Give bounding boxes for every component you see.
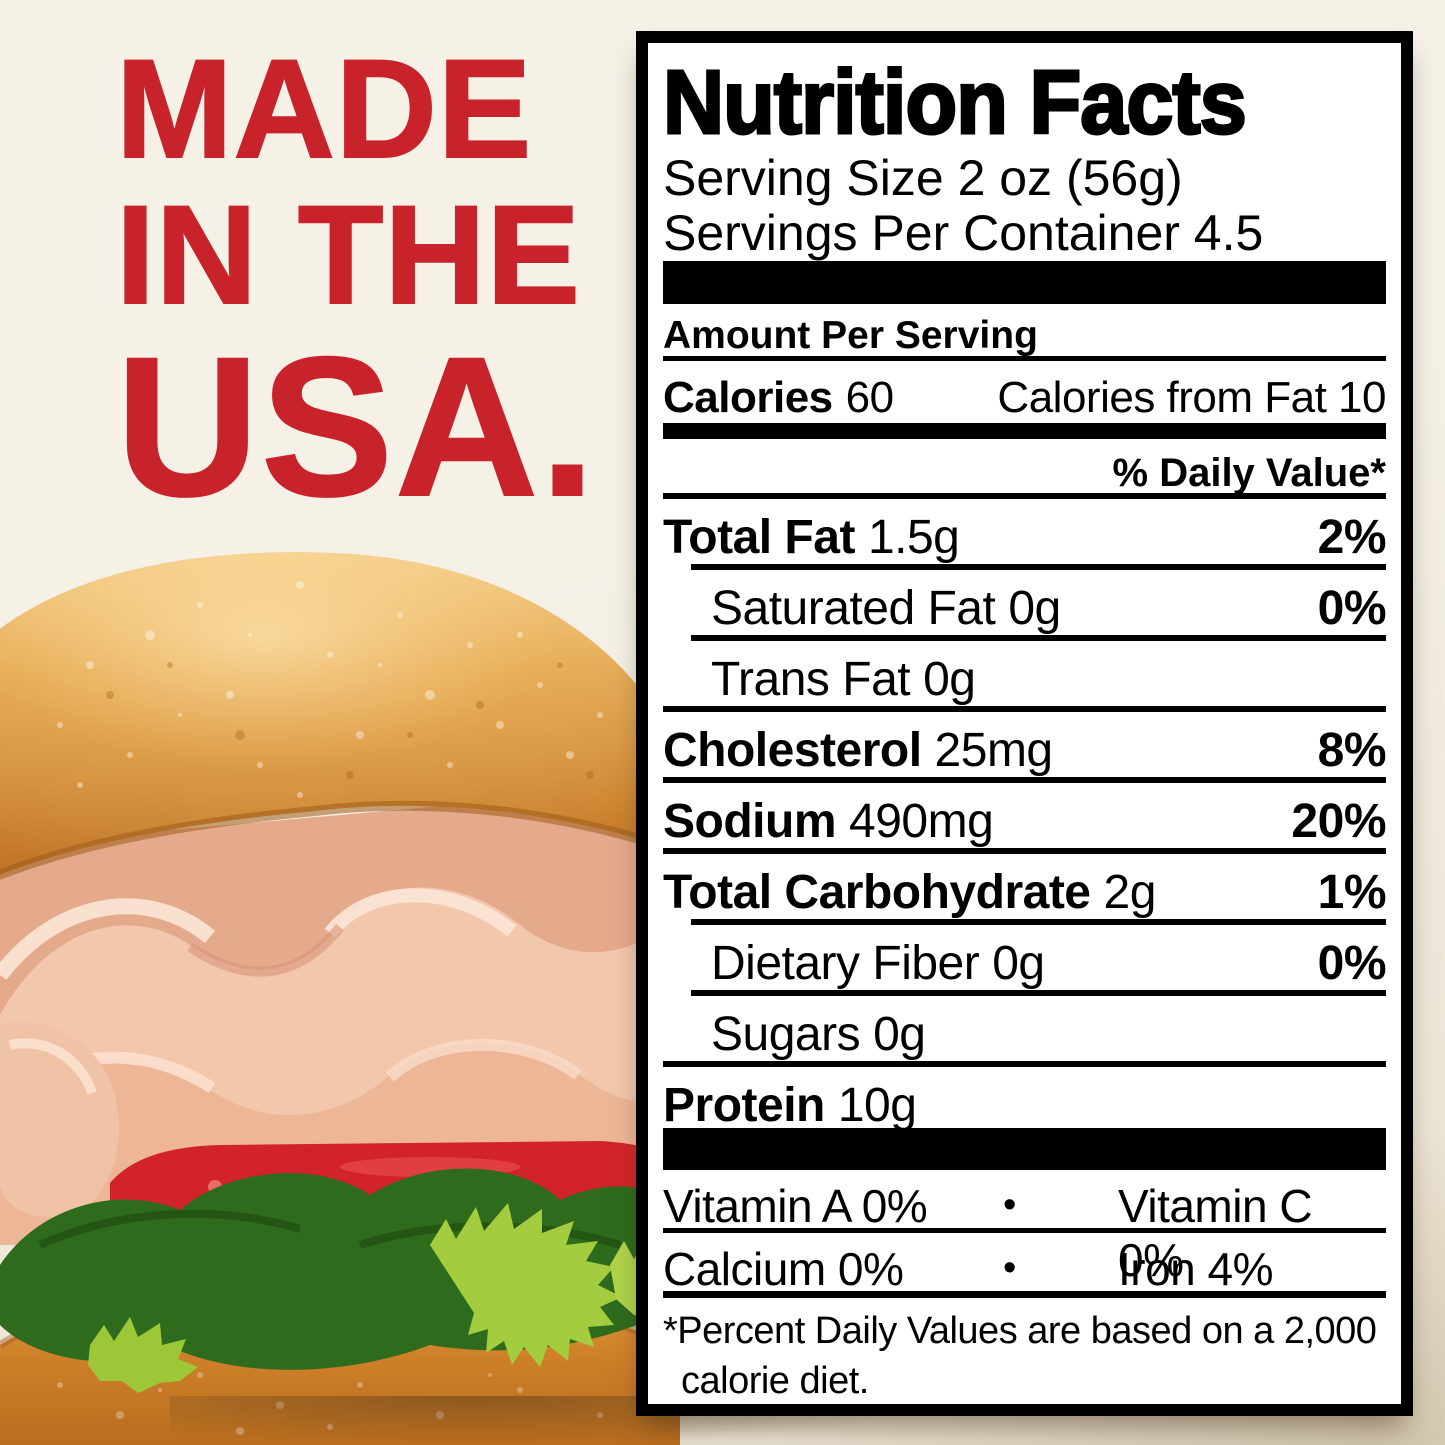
nutrient: Sugars 0g	[663, 1007, 926, 1062]
nutrient-daily-value: 1%	[1317, 866, 1387, 919]
nutrient-row-total-fat: Total Fat 1.5g 2%	[663, 499, 1387, 565]
section-divider-bar-medium	[663, 423, 1386, 439]
calcium: Calcium 0%	[663, 1243, 904, 1295]
nutrient-amount: 0g	[992, 937, 1045, 990]
daily-value-footnote: *Percent Daily Values are based on a 2,0…	[663, 1298, 1386, 1406]
vitamin-c: Vitamin C 0%	[1118, 1180, 1313, 1286]
nutrient-name: Dietary Fiber	[711, 937, 980, 990]
nutrient: Protein 10g	[663, 1078, 917, 1133]
nutrient-name: Trans Fat	[711, 653, 911, 706]
nutrient-amount: 490mg	[849, 795, 994, 848]
nutrient-amount: 25mg	[934, 724, 1054, 777]
nutrient-row-protein: Protein 10g	[663, 1067, 1386, 1132]
nutrient: Saturated Fat 0g	[663, 581, 1061, 636]
nutrient-amount: 0g	[923, 653, 976, 706]
headline-line-3: USA.	[115, 316, 598, 537]
hairline-rule	[663, 1061, 1386, 1067]
turkey-slices	[0, 887, 680, 1245]
nutrient-name: Cholesterol	[663, 724, 922, 777]
bullet-separator: •	[1003, 1247, 1016, 1289]
calories-label: Calories	[663, 373, 833, 422]
nutrient-row-total-carbohydrate: Total Carbohydrate 2g 1%	[663, 854, 1387, 920]
nutrient-row-sodium: Sodium 490mg 20%	[663, 783, 1386, 848]
nutrient-row-trans-fat: Trans Fat 0g	[663, 641, 1386, 706]
nutrition-facts-title: Nutrition Facts	[662, 53, 1249, 153]
sandwich-photo	[0, 552, 680, 1445]
nutrient-name: Total Fat	[663, 511, 855, 564]
nutrient: Total Fat 1.5g	[663, 510, 960, 565]
hairline-rule	[663, 1228, 1386, 1233]
nutrient: Cholesterol 25mg	[663, 723, 1053, 778]
nutrient-daily-value: 8%	[1317, 724, 1387, 777]
nutrient-row-cholesterol: Cholesterol 25mg 8%	[663, 712, 1387, 778]
nutrient-name: Saturated Fat	[711, 582, 996, 635]
hairline-rule	[663, 356, 1386, 361]
daily-value-header: % Daily Value*	[1112, 451, 1386, 495]
nutrient-daily-value: 0%	[1317, 582, 1387, 635]
section-divider-bar	[663, 1128, 1386, 1170]
nutrient-daily-value: 0%	[1317, 937, 1387, 990]
nutrient-name: Total Carbohydrate	[663, 866, 1091, 919]
calories: Calories 60	[663, 373, 894, 423]
nutrition-facts-panel: Nutrition Facts Serving Size 2 oz (56g) …	[636, 31, 1413, 1416]
micronutrient-row-minerals: Calcium 0% • Iron 4%	[663, 1233, 1386, 1295]
nutrient-name: Protein	[663, 1079, 825, 1132]
nutrient-row-sugars: Sugars 0g	[663, 996, 1386, 1061]
nutrient: Total Carbohydrate 2g	[663, 865, 1156, 920]
nutrient-row-dietary-fiber: Dietary Fiber 0g 0%	[663, 925, 1387, 991]
nutrient-amount: 0g	[873, 1008, 926, 1061]
nutrient: Dietary Fiber 0g	[663, 936, 1045, 991]
calories-row: Calories 60 Calories from Fat 10	[663, 361, 1386, 423]
amount-per-serving-label: Amount Per Serving	[663, 314, 1038, 357]
micronutrient-row-vitamins: Vitamin A 0% • Vitamin C 0%	[663, 1170, 1386, 1286]
bullet-separator: •	[1003, 1184, 1016, 1226]
footnote-line-1: *Percent Daily Values are based on a 2,0…	[663, 1310, 1377, 1352]
headline-line-1: MADE	[115, 30, 533, 187]
hairline-rule-indented	[691, 635, 1386, 641]
nutrient-name: Sodium	[663, 795, 837, 848]
hairline-rule-indented	[691, 919, 1386, 925]
nutrient-amount: 10g	[837, 1079, 917, 1132]
nutrient-row-saturated-fat: Saturated Fat 0g 0%	[663, 570, 1387, 636]
headline-line-2: IN THE	[115, 176, 581, 333]
hairline-rule	[663, 777, 1386, 783]
calories-value: 60	[845, 373, 894, 422]
made-in-usa-headline: MADE IN THE USA.	[115, 30, 598, 537]
calories-from-fat: Calories from Fat 10	[997, 373, 1386, 422]
hairline-rule	[663, 848, 1386, 854]
hairline-rule-indented	[691, 990, 1386, 996]
serving-size: Serving Size 2 oz (56g)	[663, 150, 1183, 206]
hairline-rule	[663, 706, 1386, 712]
vitamin-a: Vitamin A 0%	[663, 1180, 928, 1232]
nutrient-daily-value: 2%	[1317, 511, 1387, 564]
iron: Iron 4%	[1118, 1243, 1274, 1295]
nutrient-amount: 1.5g	[867, 511, 960, 564]
nutrient-amount: 2g	[1103, 866, 1157, 919]
servings-per-container: Servings Per Container 4.5	[663, 205, 1264, 261]
nutrient-amount: 0g	[1008, 582, 1061, 635]
bread-top	[0, 552, 680, 881]
hairline-rule-indented	[691, 564, 1386, 570]
nutrient-daily-value: 20%	[1291, 795, 1386, 848]
section-divider-bar	[663, 261, 1386, 304]
hairline-rule	[663, 493, 1386, 499]
hairline-rule-medium	[663, 1291, 1386, 1298]
nutrient: Trans Fat 0g	[663, 652, 976, 707]
nutrient-name: Sugars	[711, 1008, 861, 1061]
nutrient: Sodium 490mg	[663, 794, 994, 849]
footnote-line-2: calorie diet.	[681, 1360, 869, 1402]
